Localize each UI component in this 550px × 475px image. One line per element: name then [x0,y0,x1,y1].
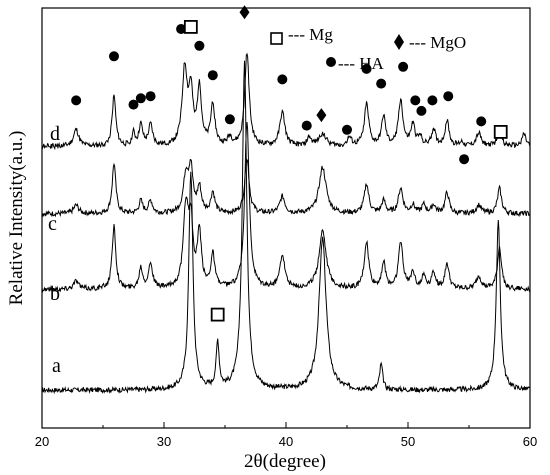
marker-filled-circle-d-19 [416,105,427,116]
xrd-curves: a b c d [41,52,531,395]
marker-filled-circle-d-16 [376,78,387,89]
marker-filled-circle-d-23 [476,116,487,127]
marker-open-square-d-6 [183,19,198,34]
x-tick-label-50: 50 [401,434,415,449]
marker-filled-circle-d-18 [410,95,421,106]
marker-filled-circle-d-21 [443,91,454,102]
legend: --- Mg --- MgO --- HA [270,25,466,73]
y-axis-title: Relative Intensity(a.u.) [6,131,27,306]
curve-d [41,52,531,151]
marker-filled-circle-d-3 [135,93,146,104]
marker-filled-circle-d-12 [301,120,312,131]
marker-filled-circle-d-14 [342,124,352,135]
x-axis-title: 2θ(degree) [244,451,326,472]
marker-filled-circle-d-0 [71,95,82,106]
legend-mgo-label: --- MgO [409,33,466,52]
marker-filled-circle-d-11 [277,74,288,85]
phase-markers [71,5,508,322]
legend-mg-square-icon [270,32,283,45]
marker-filled-circle-d-4 [145,91,156,102]
curve-c [41,158,531,218]
marker-filled-circle-d-22 [459,154,470,165]
curve-label-c: c [48,213,57,235]
curve-label-a: a [52,355,61,377]
marker-filled-circle-d-1 [108,51,119,62]
legend-mgo-diamond-icon [394,34,404,50]
marker-filled-diamond-d-13 [316,108,327,123]
legend-mg-label: --- Mg [288,25,333,44]
curve-b [41,121,531,294]
x-tick-label-60: 60 [523,434,537,449]
marker-filled-circle-d-17 [398,61,409,72]
curve-label-d: d [50,123,60,145]
marker-open-square-a-0 [210,307,225,322]
marker-filled-circle-d-5 [176,24,187,34]
marker-filled-diamond-d-10 [239,5,250,20]
plot-frame [41,7,531,429]
marker-filled-circle-d-8 [207,70,218,81]
marker-filled-circle-d-15 [361,63,372,74]
marker-filled-circle-d-20 [427,95,438,106]
marker-filled-circle-d-9 [224,114,235,125]
marker-filled-circle-d-7 [194,40,205,51]
x-tick-label-40: 40 [279,434,293,449]
x-tick-label-30: 30 [157,434,171,449]
marker-open-square-d-24 [493,125,508,139]
legend-ha-circle-icon [326,57,336,67]
curve-label-b: b [50,283,60,305]
marker-filled-circle-d-2 [128,99,139,110]
legend-ha-label: --- HA [338,54,385,73]
axis-ticks: 20 30 40 50 60 [35,422,537,449]
curve-a [41,60,531,395]
x-tick-label-20: 20 [35,434,49,449]
